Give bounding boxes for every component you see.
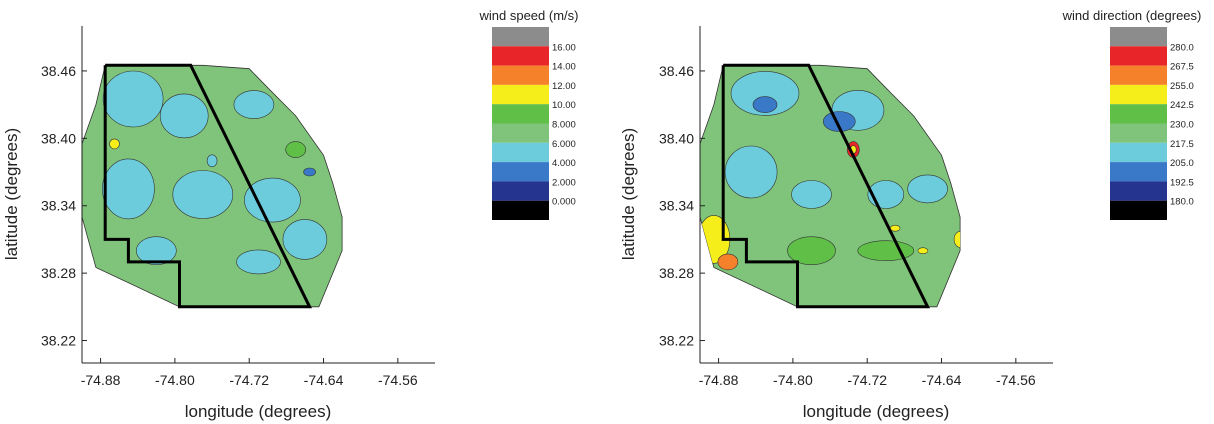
wind-direction-colorbar-label: 267.5 [1170,62,1194,73]
wind-speed-contour-map [82,58,342,307]
wind-speed-y-tick-label: 38.40 [41,130,76,146]
wind-speed-contour-patch [173,171,233,219]
wind-speed-colorbar-label: 12.00 [552,81,576,92]
wind-direction-colorbar-swatch [1110,85,1167,104]
wind-direction-x-tick-label: -74.64 [922,372,962,388]
wind-direction-colorbar-label: 230.0 [1170,120,1194,131]
wind-speed-x-tick-label: -74.88 [81,372,121,388]
wind-speed-colorbar-label: 4.000 [552,158,576,169]
wind-direction-colorbar-label: 180.0 [1170,197,1194,208]
wind-direction-y-tick-label: 38.46 [659,63,694,79]
wind-direction-x-axis-label: longitude (degrees) [803,402,949,421]
wind-direction-colorbar-swatch [1110,124,1167,143]
wind-speed-colorbar-swatch [492,104,549,123]
wind-speed-y-tick-label: 38.28 [41,265,76,281]
wind-speed-contour-patch [234,91,274,119]
wind-speed-colorbar: wind speed (m/s) 16.00 14.00 12.00 10.00 8.0… [479,8,579,220]
wind-direction-colorbar-swatch [1110,162,1167,181]
wind-direction-x-tick-label: -74.56 [996,372,1036,388]
wind-direction-y-axis-label: latitude (degrees) [619,128,638,260]
wind-speed-colorbar-title: wind speed (m/s) [479,8,579,23]
wind-speed-y-axis-label: latitude (degrees) [2,128,21,260]
wind-speed-colorbar-swatch [492,143,549,162]
wind-speed-colorbar-label: 2.000 [552,177,576,188]
wind-speed-colorbar-swatch [492,181,549,200]
wind-direction-colorbar-label: 255.0 [1170,81,1194,92]
wind-direction-y-tick-label: 38.22 [659,333,694,349]
wind-speed-x-tick-label: -74.64 [304,372,344,388]
wind-speed-contour-patch [160,94,208,138]
wind-speed-colorbar-swatch [492,201,549,220]
wind-direction-contour-patch [908,175,948,203]
wind-speed-contour-patch [102,159,154,219]
wind-speed-colorbar-swatch [492,66,549,85]
wind-speed-colorbar-label: 16.00 [552,42,576,53]
wind-direction-colorbar-swatch [1110,181,1167,200]
wind-speed-x-tick-label: -74.56 [378,372,418,388]
wind-direction-y-tick-label: 38.40 [659,130,694,146]
wind-direction-y-tick-label: 38.28 [659,265,694,281]
wind-speed-colorbar-swatch [492,27,549,46]
wind-direction-y-tick-label: 38.34 [659,198,694,214]
wind-direction-colorbar-label: 192.5 [1170,177,1194,188]
wind-direction-contour-patch [725,146,777,198]
wind-speed-colorbar-swatch [492,85,549,104]
wind-direction-x-tick-label: -74.72 [847,372,887,388]
wind-direction-colorbar-swatch [1110,66,1167,85]
wind-direction-x-tick-label: -74.80 [773,372,813,388]
wind-speed-y-tick-label: 38.22 [41,333,76,349]
wind-speed-colorbar-swatch [492,124,549,143]
wind-direction-x-tick-label: -74.88 [699,372,739,388]
wind-speed-contour-patch [244,178,300,222]
wind-speed-colorbar-swatch [492,46,549,65]
wind-direction-colorbar-label: 242.5 [1170,100,1194,111]
wind-speed-contour-patch [207,155,217,167]
wind-direction-contour-patch [954,231,966,247]
wind-speed-y-tick-label: 38.46 [41,63,76,79]
wind-speed-contour-patch [283,219,327,259]
wind-speed-colorbar-swatch [492,162,549,181]
wind-direction-panel: 38.46 38.40 38.34 38.28 38.22 -74.88 -74.80 -7… [619,8,1201,421]
wind-speed-colorbar-label: 8.000 [552,120,576,131]
wind-speed-contour-patch [304,168,316,176]
wind-direction-colorbar-swatch [1110,104,1167,123]
wind-direction-colorbar-title: wind direction (degrees) [1062,8,1202,23]
wind-direction-colorbar-swatch [1110,27,1167,46]
wind-speed-colorbar-label: 6.000 [552,139,576,150]
wind-speed-x-tick-label: -74.80 [155,372,195,388]
wind-direction-colorbar-swatch [1110,143,1167,162]
wind-speed-colorbar-label: 0.000 [552,197,576,208]
wind-direction-colorbar-label: 217.5 [1170,139,1194,150]
wind-direction-contour-patch [858,241,914,261]
wind-direction-contour-patch [918,248,928,254]
wind-speed-contour-patch [103,71,163,127]
wind-speed-x-axis-label: longitude (degrees) [185,402,331,421]
wind-direction-colorbar-label: 205.0 [1170,158,1194,169]
wind-speed-contour-patch [237,250,281,274]
wind-speed-colorbar-label: 10.00 [552,100,576,111]
wind-direction-colorbar: wind direction (degrees) 280.0 267.5 255.0… [1062,8,1202,220]
wind-speed-panel: 38.46 38.40 38.34 38.28 38.22 -74.88 -74.80 -7… [2,8,578,421]
wind-direction-colorbar-label: 280.0 [1170,42,1194,53]
wind-speed-colorbar-label: 14.00 [552,62,576,73]
wind-speed-contour-patch [110,139,120,149]
wind-direction-contour-patch [792,181,832,209]
wind-speed-x-tick-label: -74.72 [229,372,269,388]
wind-direction-colorbar-swatch [1110,46,1167,65]
wind-speed-y-tick-label: 38.34 [41,198,76,214]
wind-direction-contour-patch [718,254,738,270]
wind-speed-contour-patch [286,142,306,158]
wind-direction-colorbar-swatch [1110,201,1167,220]
wind-direction-contour-map [698,65,966,306]
wind-direction-contour-patch [753,97,777,113]
